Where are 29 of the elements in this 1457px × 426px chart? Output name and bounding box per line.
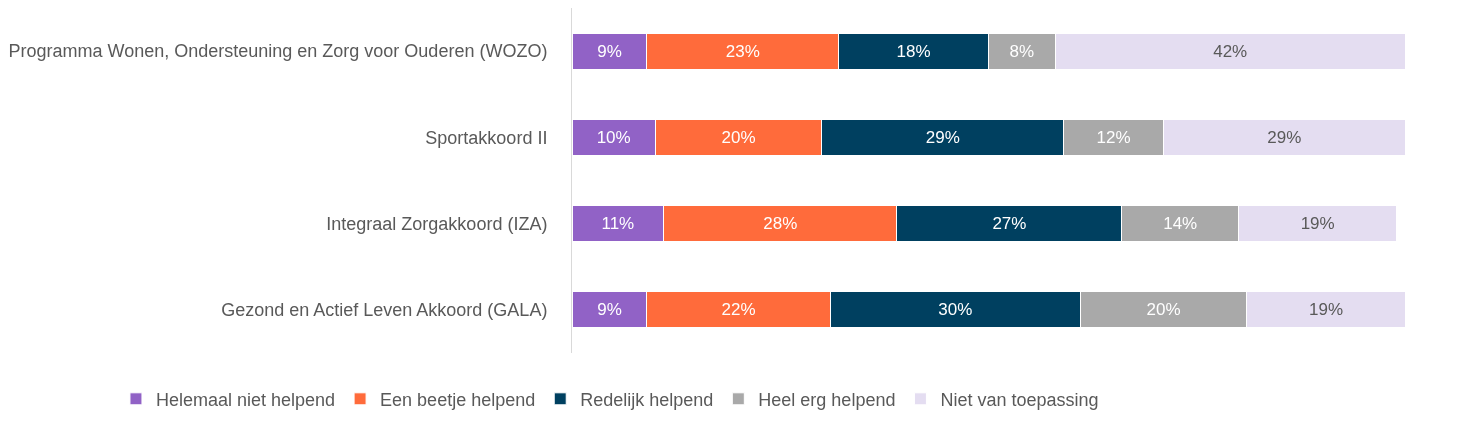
data-label: 42% [1213, 41, 1248, 61]
data-label: 19% [1300, 214, 1335, 234]
y-tick-label: Integraal Zorgakkoord (IZA) [326, 213, 548, 234]
data-label: 23% [725, 41, 760, 61]
data-label: 30% [938, 300, 973, 320]
data-label: 11% [601, 214, 635, 234]
data-label: 9% [597, 300, 622, 320]
legend-label: Een beetje helpend [380, 389, 536, 410]
y-tick-label: Gezond en Actief Leven Akkoord (GALA) [221, 300, 548, 321]
data-label: 9% [597, 41, 622, 61]
data-label: 8% [1009, 41, 1035, 61]
data-label: 19% [1308, 300, 1344, 320]
data-label: 20% [721, 127, 756, 147]
data-label: 28% [763, 214, 798, 234]
legend-label: Helemaal niet helpend [155, 389, 336, 410]
data-label: 12% [1096, 127, 1131, 147]
data-label: 29% [925, 127, 960, 147]
data-label: 20% [1146, 300, 1181, 320]
data-label: 18% [896, 41, 931, 61]
legend-label: Heel erg helpend [758, 389, 896, 410]
y-tick-label: Programma Wonen, Ondersteuning en Zorg voor Ouderen (WOZO) [8, 41, 548, 62]
data-label: 22% [721, 300, 756, 320]
data-label: 10% [596, 127, 631, 147]
data-label: 14% [1163, 214, 1198, 234]
data-label: 27% [992, 214, 1027, 234]
y-tick-label: Sportakkoord II [425, 127, 548, 148]
legend-label: Redelijk helpend [580, 389, 714, 410]
data-label: 29% [1267, 127, 1302, 147]
legend-label: Niet van toepassing [940, 389, 1099, 410]
